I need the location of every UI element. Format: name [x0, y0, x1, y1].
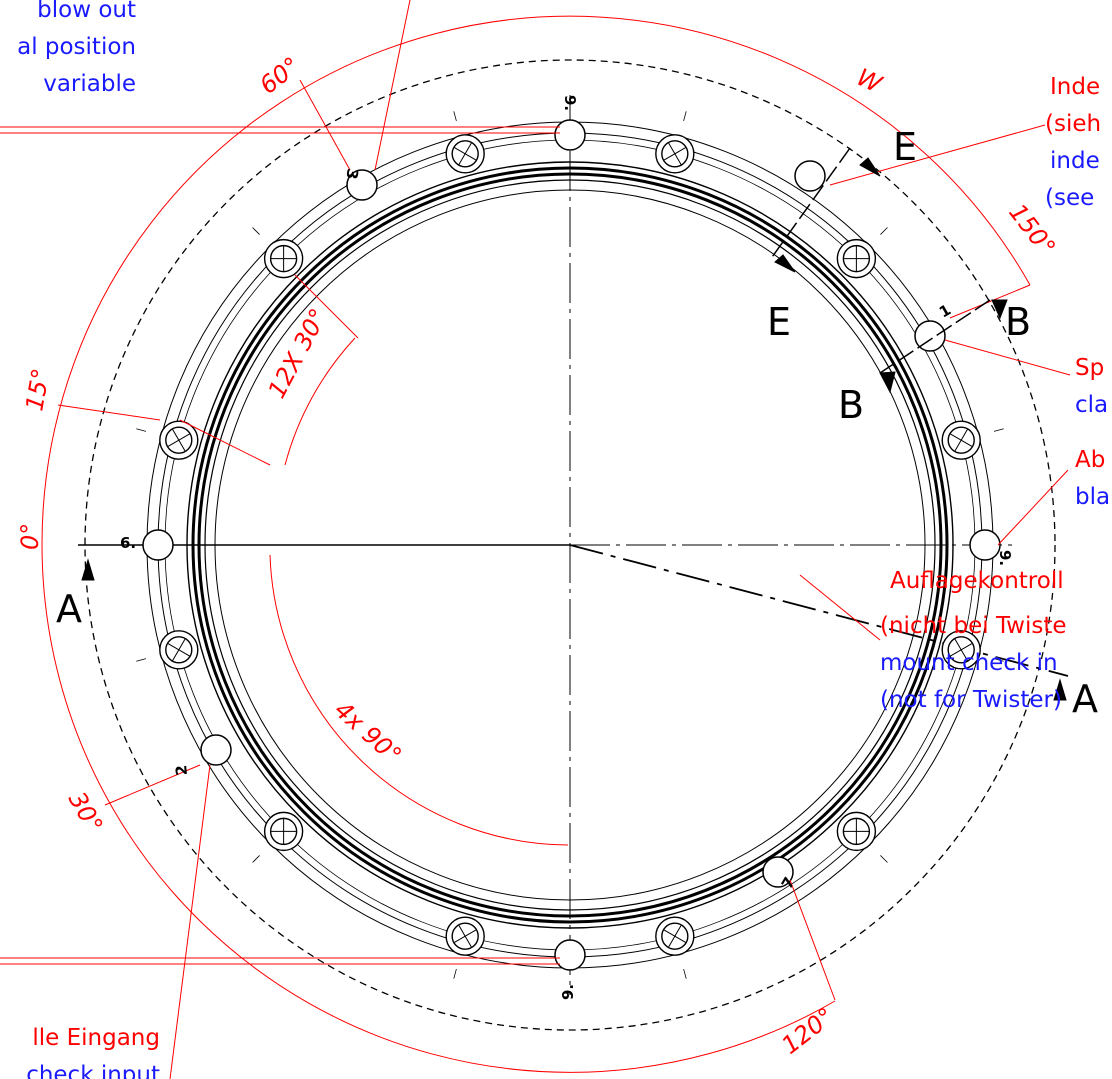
label-mount-check-de-2: (nicht bei Twiste — [880, 613, 1067, 639]
bolt-hole — [655, 916, 695, 979]
angle-120: 120° — [776, 1002, 839, 1060]
section-e-top: E — [893, 125, 917, 169]
label-mount-check-en: mount check in — [880, 650, 1058, 676]
port-hole — [969, 529, 1001, 561]
arrow-a-left — [81, 558, 95, 581]
angle-12x30: 12X 30° — [263, 304, 333, 403]
port-hole — [554, 939, 586, 971]
bolt-hole — [136, 420, 199, 460]
label-blowout-en: bla — [1075, 484, 1110, 510]
label-check-input-en: check input — [26, 1062, 160, 1079]
arc-12x30 — [284, 337, 356, 466]
angle-30: 30° — [63, 787, 109, 838]
hole-number-left: 6. — [120, 534, 136, 552]
extension-15 — [57, 404, 161, 421]
outer-dimension-arc-lower — [41, 544, 836, 1073]
leader-index — [829, 124, 1046, 186]
leader-check-input — [169, 764, 211, 1079]
port-hole — [914, 320, 946, 352]
bolt-hole — [941, 630, 1004, 670]
angle-0: 0° — [16, 523, 44, 550]
section-b-left: B — [838, 383, 864, 427]
width-w: W — [852, 63, 886, 99]
section-b-right: B — [1005, 300, 1031, 344]
hole-number-2: 2 — [172, 764, 191, 776]
hole-number-3: 3 — [342, 167, 362, 180]
label-mount-check-en-2: (not for Twister) — [880, 687, 1062, 713]
bolt-hole — [252, 811, 304, 863]
bolt-hole — [445, 111, 485, 174]
hole-number-right: 9. — [996, 550, 1014, 566]
angle-60: 60° — [254, 51, 305, 99]
section-a-right: A — [1072, 677, 1098, 721]
label-blowout-de: Ab — [1075, 447, 1105, 473]
port-hole — [762, 856, 794, 888]
extension-12x30-b — [294, 274, 359, 339]
hole-pattern — [136, 111, 1004, 979]
label-clamp-de: Sp — [1075, 355, 1104, 381]
label-variable: variable — [43, 71, 136, 97]
port-hole — [142, 529, 174, 561]
bolt-hole — [836, 227, 888, 279]
center-lines — [78, 95, 1069, 995]
port-hole — [200, 734, 232, 766]
dashed-outer-circle — [84, 59, 1056, 1031]
bolt-hole — [836, 811, 888, 863]
hole-number-bottom: 9. — [559, 984, 577, 1000]
bolt-hole — [252, 227, 304, 279]
arrow-e-bottom — [774, 254, 796, 273]
extension-30 — [104, 764, 201, 806]
arc-4x90 — [269, 554, 569, 846]
label-position: al position — [17, 34, 136, 60]
label-index-en: inde — [1050, 148, 1100, 174]
bolt-hole — [655, 111, 695, 174]
dimension-lines — [0, 0, 1071, 1079]
bolt-hole — [941, 420, 1004, 460]
outer-dimension-arc — [41, 15, 1031, 546]
bolt-hole — [445, 916, 485, 979]
port-hole — [346, 169, 378, 201]
port-hole — [554, 119, 586, 151]
section-a-line — [569, 544, 1069, 677]
label-blowout: blow out — [37, 0, 136, 23]
hole-number-top: 9. — [561, 95, 579, 111]
label-index-de: Inde — [1050, 74, 1100, 100]
hole-number-1: 1 — [936, 301, 954, 322]
leader-top — [374, 0, 411, 171]
port-hole — [794, 160, 826, 192]
extension-150 — [949, 284, 1031, 319]
label-mount-check-de: Auflagekontroll — [890, 568, 1064, 594]
label-index-de-2: (sieh — [1045, 111, 1101, 137]
angle-4x90: 4x 90° — [329, 696, 407, 770]
label-check-input-de: lle Eingang — [32, 1025, 160, 1051]
leader-blowout — [997, 469, 1069, 546]
leader-clamp — [944, 339, 1071, 376]
arrow-b-left — [879, 371, 896, 394]
extension-120 — [789, 879, 836, 1001]
bolt-hole — [136, 630, 199, 670]
angle-15: 15° — [20, 366, 55, 413]
extension-60-a — [299, 79, 351, 171]
extension-12x30-a — [179, 419, 271, 466]
section-e-bottom: E — [767, 300, 791, 344]
section-markers — [81, 147, 1067, 701]
arrow-a-right — [1053, 678, 1067, 701]
label-clamp-en: cla — [1075, 392, 1108, 418]
arrow-b-right — [991, 299, 1008, 320]
leader-mount-check-2 — [799, 574, 881, 641]
label-index-en-2: (see — [1045, 185, 1094, 211]
arrow-e-top — [859, 157, 881, 177]
section-a-left: A — [56, 587, 82, 631]
